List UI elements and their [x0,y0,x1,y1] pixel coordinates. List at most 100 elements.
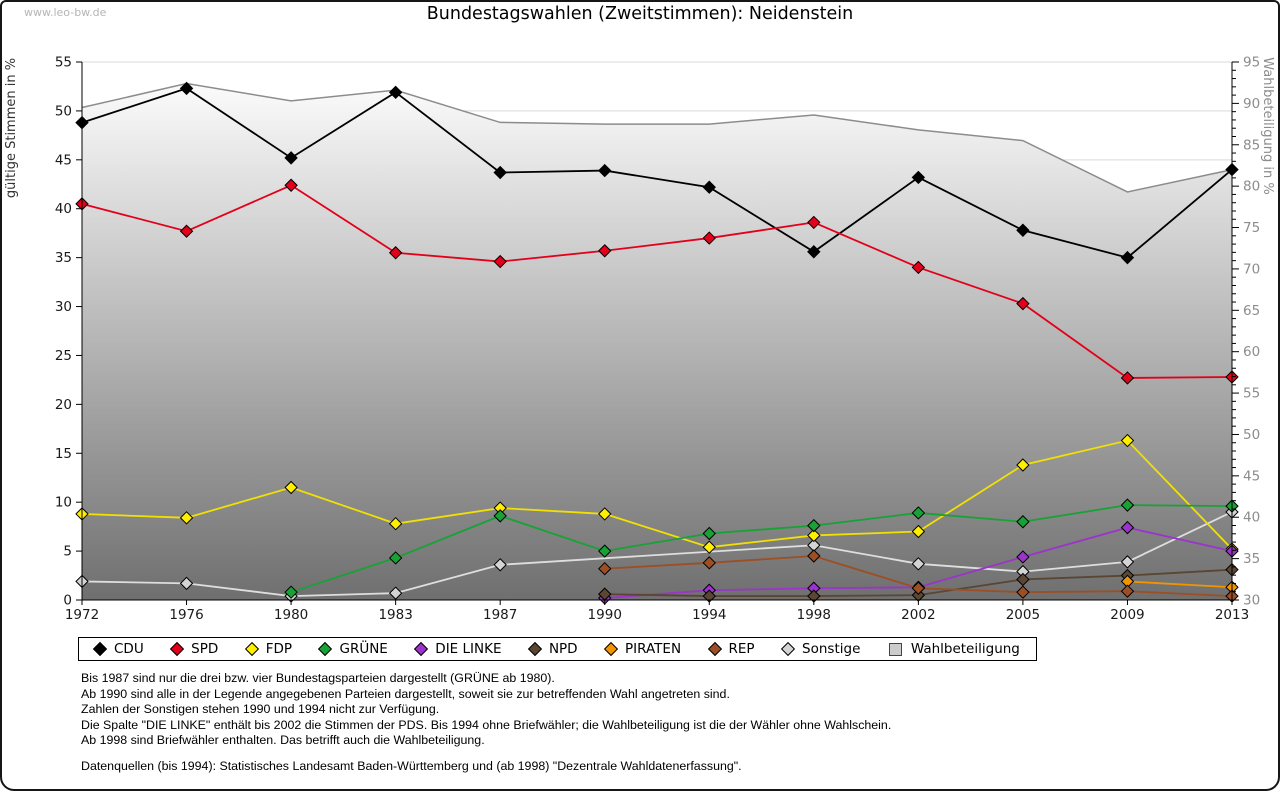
x-tick-label: 1994 [692,607,726,623]
data-point-spd [179,224,194,238]
data-point-spd [388,246,403,260]
legend-item-npd: NPD [527,641,578,657]
y-left-tick-label: 25 [55,348,72,364]
diamond-marker-icon [780,641,796,657]
data-point-spd [702,231,716,245]
legend-label: SPD [191,641,219,657]
data-point-fdp [179,511,194,525]
y-right-tick-label: 45 [1243,468,1260,484]
series-spd [75,178,1239,385]
data-point-cdu [284,151,298,165]
data-point-fdp [284,480,298,495]
data-point-sonstige [1120,555,1135,569]
chart-svg: 0 5 10 15 20 25 30 35 40 45 50 55 30 35 40 45 50 55 60 65 70… [4,55,1275,624]
data-point-grune [1120,498,1135,512]
data-point-fdp [1016,458,1030,472]
legend-item-die-linke: DIE LINKE [414,641,501,657]
data-point-spd [1016,296,1030,311]
x-tick-label: 2002 [901,607,935,623]
y-right-tick-label: 85 [1243,137,1260,153]
data-point-grune [702,526,716,541]
data-point-cdu [807,245,821,259]
x-tick-label: 1990 [588,607,622,623]
diamond-marker-icon [527,641,543,657]
legend-label: REP [728,641,755,657]
y-axis-right-title: Wahlbeteiligung in % [1260,57,1275,194]
data-point-cdu [1120,250,1135,265]
data-point-fdp [702,540,716,554]
y-right-tick-label: 95 [1243,55,1260,71]
legend-label: NPD [548,641,578,657]
data-point-cdu [702,180,716,194]
y-left-tick-label: 10 [55,495,72,511]
y-right-tick-label: 50 [1243,427,1260,443]
data-point-grune [388,551,403,565]
y-left-tick-label: 45 [55,152,72,168]
y-right-tick-label: 65 [1243,303,1260,319]
legend-item-wahlbeteiligung: Wahlbeteiligung [888,641,1020,657]
data-point-grune [284,585,298,599]
legend-item-rep: REP [707,641,755,657]
y-left-tick-label: 35 [55,250,72,266]
footnote-gap [81,749,891,759]
data-point-die-linke [1120,520,1135,535]
data-point-spd [493,254,507,269]
x-tick-label: 2013 [1215,607,1249,623]
diamond-marker-icon [170,641,185,657]
legend-item-piraten: PIRATEN [603,641,681,657]
data-point-rep [702,556,716,570]
data-point-rep [1120,584,1135,598]
axes [76,61,1239,605]
data-point-sonstige [179,576,194,591]
diamond-marker-icon [92,641,108,657]
data-point-spd [284,178,298,192]
x-tick-label: 1987 [483,607,517,623]
y-left-tick-label: 50 [55,103,72,119]
axis-labels: 0 5 10 15 20 25 30 35 40 45 50 55 30 35 40 45 50 55 60 65 70… [4,55,1275,624]
chart-plot-area: 0 5 10 15 20 25 30 35 40 45 50 55 30 35 40 45 50 55 60 65 70… [4,55,1275,624]
data-point-grune [1016,515,1030,529]
data-point-fdp [1120,433,1135,448]
chart-footnotes: Bis 1987 sind nur die drei bzw. vier Bun… [81,671,891,775]
legend-label: FDP [265,641,293,657]
data-point-fdp [911,524,926,539]
square-marker-icon [888,642,902,656]
legend-label: Wahlbeteiligung [910,641,1020,657]
y-left-tick-label: 0 [63,593,72,609]
series-sonstige [75,505,1239,603]
x-tick-label: 1976 [169,607,203,623]
legend-item-grune: GRÜNE [318,641,388,657]
y-left-tick-label: 15 [55,446,72,462]
footnote-line: Die Spalte "DIE LINKE" enthält bis 2002 … [81,717,892,732]
legend-label: Sonstige [802,641,861,657]
diamond-marker-icon [603,641,619,657]
x-tick-label: 1983 [378,607,412,623]
legend-label: CDU [114,641,144,657]
y-left-tick-label: 40 [55,201,72,217]
data-point-cdu [388,85,403,100]
data-point-cdu [598,163,612,178]
data-point-cdu [493,165,507,180]
site-watermark: www.leo-bw.de [24,6,107,19]
y-left-tick-label: 30 [55,299,72,315]
data-point-npd [1016,572,1030,587]
footnote-source: Datenquellen (bis 1994): Statistisches L… [81,758,742,773]
x-tick-label: 1972 [65,607,99,623]
series-rep [598,549,1239,603]
data-point-rep [598,561,612,576]
footnote-line: Bis 1987 sind nur die drei bzw. vier Bun… [81,671,555,685]
data-point-grune [493,509,507,523]
data-point-sonstige [388,586,403,600]
footnote-line: Ab 1998 sind Briefwähler enthalten. Das … [81,733,485,748]
y-right-tick-label: 80 [1243,179,1260,195]
data-point-fdp [598,507,612,521]
data-point-rep [807,549,821,563]
series-cdu [75,81,1239,265]
data-point-rep [911,581,926,595]
data-point-cdu [911,170,926,185]
diamond-marker-icon [318,641,333,657]
data-point-sonstige [493,558,507,572]
diamond-marker-icon [414,641,429,657]
y-right-tick-label: 35 [1243,551,1260,567]
data-point-cdu [179,81,194,96]
